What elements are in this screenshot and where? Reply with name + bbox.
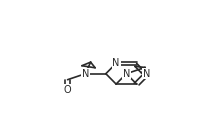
Text: N: N bbox=[123, 69, 130, 79]
Text: N: N bbox=[82, 69, 89, 79]
Text: N: N bbox=[123, 69, 130, 79]
Text: N: N bbox=[112, 58, 120, 68]
Text: N: N bbox=[143, 69, 151, 79]
Text: O: O bbox=[64, 85, 71, 95]
